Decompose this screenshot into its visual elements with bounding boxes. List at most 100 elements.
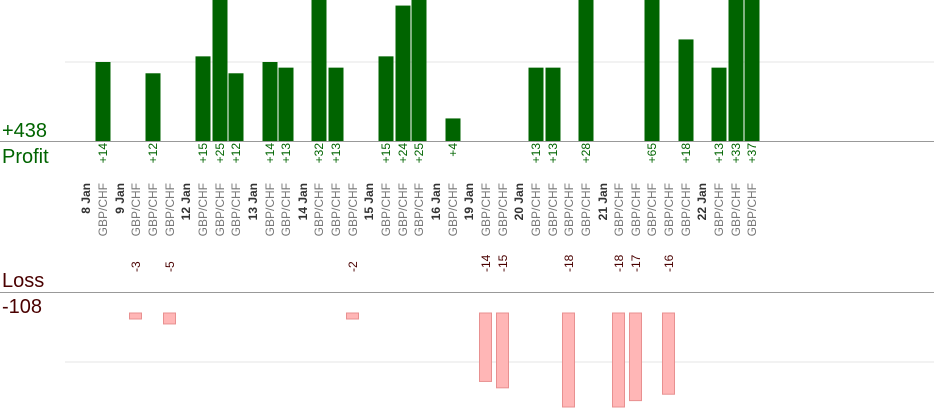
pair-label: GBP/CHF [446, 183, 460, 236]
loss-bar [163, 312, 176, 325]
pair-label: GBP/CHF [279, 183, 293, 236]
date-label: 13 Jan [246, 183, 260, 220]
profit-bar [545, 67, 561, 141]
pair-label: GBP/CHF [229, 183, 243, 236]
pair-label: GBP/CHF [712, 183, 726, 236]
loss-bar [496, 312, 509, 389]
profit-value-label: +13 [529, 143, 543, 164]
pair-label: GBP/CHF [479, 183, 493, 236]
pair-label: GBP/CHF [612, 183, 626, 236]
pair-label: GBP/CHF [379, 183, 393, 236]
loss-label: Loss [2, 270, 44, 292]
profit-value-label: +13 [712, 143, 726, 164]
profit-bar [212, 0, 228, 141]
profit-bar [328, 67, 344, 141]
date-labels: 8 Jan 9 Jan 12 Jan 13 Jan 14 Jan 15 Jan 16 Jan… [79, 183, 709, 220]
profit-bar [378, 56, 394, 141]
profit-value-label: +13 [279, 143, 293, 164]
pair-label: GBP/CHF [562, 183, 576, 236]
pair-label: GBP/CHF [196, 183, 210, 236]
date-label: 8 Jan [79, 183, 93, 214]
profit-bar [678, 39, 694, 141]
profit-value-label: +15 [379, 143, 393, 164]
profit-bar [644, 0, 660, 141]
profit-bar [145, 73, 161, 141]
loss-bar [662, 312, 675, 395]
pair-label: GBP/CHF [546, 183, 560, 236]
profit-value-label: +32 [312, 143, 326, 164]
loss-value-label: -15 [496, 254, 510, 272]
loss-value-label: -16 [662, 254, 676, 272]
date-label: 9 Jan [113, 183, 127, 214]
date-label: 20 Jan [512, 183, 526, 220]
loss-value-label: -18 [562, 254, 576, 272]
profit-value-label: +12 [146, 143, 160, 164]
profit-bar [445, 118, 461, 141]
profit-bar [411, 0, 427, 141]
profit-bar [311, 0, 327, 141]
profit-bar [262, 62, 278, 141]
profit-value-label: +18 [679, 143, 693, 164]
loss-bar [129, 312, 142, 320]
profit-bar [95, 62, 111, 141]
loss-bar [479, 312, 492, 382]
profit-value-label: +12 [229, 143, 243, 164]
profit-total: +438 [2, 120, 47, 142]
loss-value-label: -2 [346, 261, 360, 272]
profit-bar [278, 67, 294, 141]
date-label: 19 Jan [462, 183, 476, 220]
date-label: 12 Jan [179, 183, 193, 220]
pair-label: GBP/CHF [629, 183, 643, 236]
pair-label: GBP/CHF [579, 183, 593, 236]
pair-label: GBP/CHF [679, 183, 693, 236]
profit-bar [528, 67, 544, 141]
pair-labels: GBP/CHF GBP/CHF GBP/CHF GBP/CHF GBP/CHF GBP/C… [96, 183, 759, 236]
profit-value-label: +24 [396, 143, 410, 164]
profit-value-label: +15 [196, 143, 210, 164]
date-label: 15 Jan [362, 183, 376, 220]
loss-bars [129, 312, 675, 408]
profit-value-label: +14 [263, 143, 277, 164]
pair-label: GBP/CHF [396, 183, 410, 236]
pair-label: GBP/CHF [412, 183, 426, 236]
profit-value-label: +4 [446, 143, 460, 157]
profit-bar [578, 0, 594, 141]
profit-value-label: +25 [412, 143, 426, 164]
loss-value-label: -5 [163, 261, 177, 272]
pair-label: GBP/CHF [745, 183, 759, 236]
profit-value-label: +65 [645, 143, 659, 164]
pair-label: GBP/CHF [496, 183, 510, 236]
loss-bar [629, 312, 642, 402]
profit-label: Profit [2, 146, 49, 168]
pair-label: GBP/CHF [163, 183, 177, 236]
profit-value-label: +25 [213, 143, 227, 164]
profit-value-label: +14 [96, 143, 110, 164]
pair-label: GBP/CHF [329, 183, 343, 236]
profit-value-label: +28 [579, 143, 593, 164]
loss-value-label: -3 [129, 261, 143, 272]
value-labels: +14-3+12-5+15 +25 +12 +14 +13 +32 +13-2+15 +24 +… [96, 143, 759, 272]
pair-label: GBP/CHF [263, 183, 277, 236]
pair-label: GBP/CHF [129, 183, 143, 236]
loss-value-label: -18 [612, 254, 626, 272]
loss-total: -108 [2, 296, 42, 318]
date-label: 14 Jan [296, 183, 310, 220]
pair-label: GBP/CHF [729, 183, 743, 236]
loss-value-label: -14 [479, 254, 493, 272]
pair-label: GBP/CHF [213, 183, 227, 236]
profit-value-label: +33 [729, 143, 743, 164]
pair-label: GBP/CHF [146, 183, 160, 236]
profit-bar [228, 73, 244, 141]
pair-label: GBP/CHF [529, 183, 543, 236]
loss-bar [346, 312, 359, 320]
profit-bar [395, 5, 411, 142]
date-label: 22 Jan [695, 183, 709, 220]
profit-value-label: +13 [546, 143, 560, 164]
loss-value-label: -17 [629, 254, 643, 272]
loss-bar [612, 312, 625, 408]
profit-bar [744, 0, 760, 141]
profit-bars [95, 0, 760, 142]
profit-bar [195, 56, 211, 141]
pair-label: GBP/CHF [662, 183, 676, 236]
